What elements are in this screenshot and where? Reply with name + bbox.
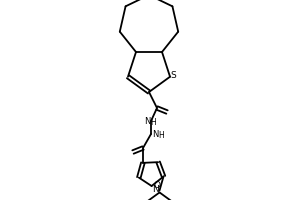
Text: N: N [144, 117, 150, 126]
Text: H: H [158, 131, 164, 140]
Text: S: S [170, 71, 176, 80]
Text: N: N [152, 185, 159, 194]
Text: O: O [153, 181, 160, 190]
Text: N: N [152, 130, 158, 139]
Text: H: H [150, 118, 156, 127]
